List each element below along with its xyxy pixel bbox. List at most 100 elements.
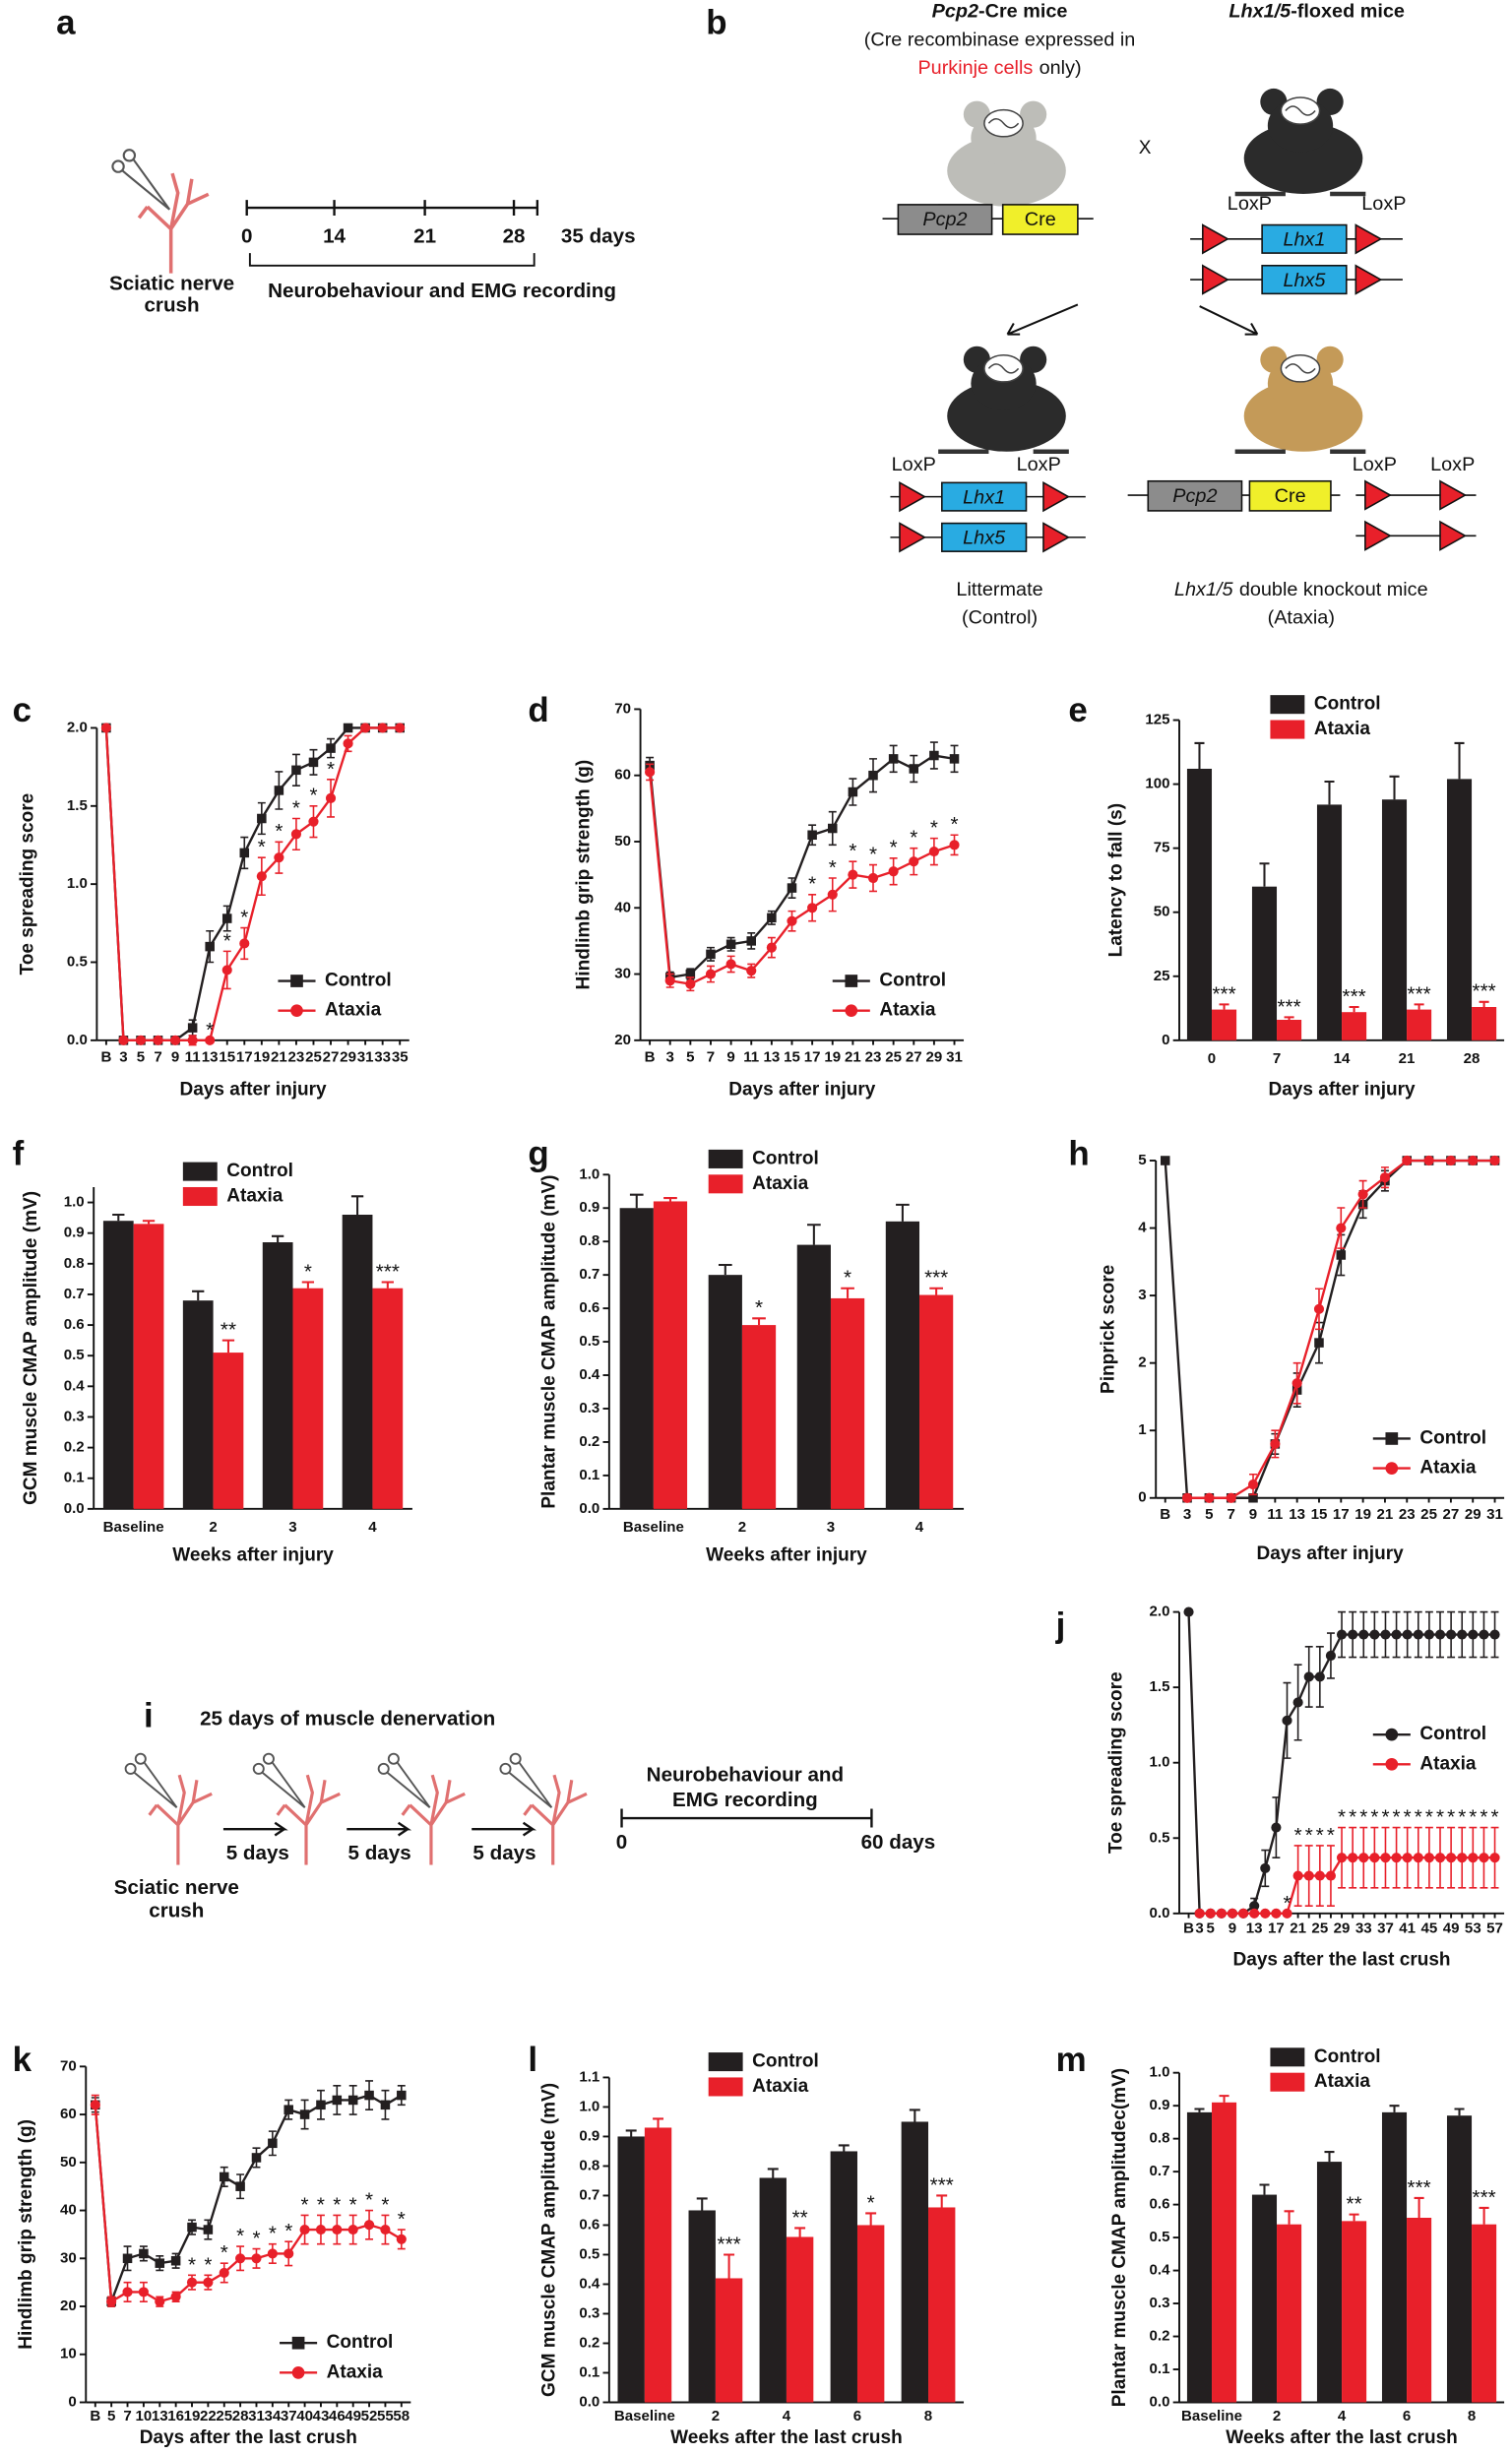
timeline (620, 1808, 873, 1828)
marker (1479, 1853, 1489, 1863)
y-axis-label: Toe spreading score (1106, 1671, 1127, 1854)
x-tick-label: 2 (209, 1519, 217, 1536)
significance: * (1349, 1805, 1356, 1828)
y-axis-label: Toe spreading score (18, 793, 38, 976)
x-tick-label: 14 (1334, 1050, 1351, 1067)
bar (182, 1300, 214, 1509)
y-tick-label: 50 (60, 2154, 77, 2171)
marker (1434, 1629, 1446, 1640)
panel-label: h (1068, 1134, 1089, 1172)
bar (1316, 2162, 1343, 2403)
x-tick-label: 9 (1228, 1920, 1236, 1937)
marker (929, 750, 939, 761)
x-tick-label: 41 (1399, 1920, 1416, 1937)
y-tick-label: 30 (614, 966, 631, 982)
significance: * (223, 929, 231, 952)
x-tick-label: 21 (845, 1048, 861, 1065)
marker (645, 767, 656, 778)
y-tick-label: 0.5 (579, 2245, 599, 2262)
panel-label: c (13, 691, 32, 729)
y-tick-label: 0.1 (64, 1470, 85, 1486)
marker (90, 2100, 100, 2110)
mouse (938, 101, 1069, 207)
y-tick-label: 1.5 (67, 797, 88, 814)
x-tick-label: 33 (374, 1048, 391, 1065)
note: (Cre recombinase expressed in (864, 30, 1136, 51)
bar (928, 2207, 956, 2403)
legend-swatch (1270, 720, 1305, 739)
legend-marker (845, 1004, 858, 1018)
legend-label: Ataxia (752, 2076, 809, 2097)
marker (1423, 1155, 1434, 1166)
nerve-icon (123, 1752, 214, 1865)
marker (949, 840, 960, 850)
y-tick-label: 0 (1162, 1032, 1169, 1048)
x-tick-label: 40 (296, 2408, 313, 2424)
marker (291, 765, 301, 776)
y-tick-label: 40 (60, 2202, 77, 2219)
y-tick-label: 70 (614, 700, 631, 717)
x-tick-label: 5 (1207, 1920, 1215, 1937)
x-tick-label: 9 (726, 1048, 734, 1065)
x-tick-label: 33 (1355, 1920, 1372, 1937)
marker (380, 2224, 391, 2235)
x-tick-label: 21 (1399, 1050, 1416, 1067)
legend-label: Control (1419, 1724, 1486, 1744)
marker (787, 915, 797, 926)
y-tick-label: 1.0 (1150, 2064, 1170, 2081)
marker (343, 723, 353, 733)
marker (326, 743, 336, 753)
gene-name: Pcp2 (932, 1, 978, 23)
crush-label: Sciatic nerve (109, 272, 234, 294)
legend-marker (291, 2336, 305, 2350)
significance: *** (718, 2233, 741, 2255)
series-line (648, 754, 955, 979)
x-tick-label: 16 (167, 2408, 184, 2424)
x-tick-label: 23 (288, 1048, 305, 1065)
marker (308, 757, 319, 768)
x-axis-label: Days after injury (1257, 1543, 1405, 1564)
marker (139, 2248, 149, 2259)
marker (1380, 1853, 1391, 1863)
x-tick-label: 11 (185, 1048, 201, 1065)
bar (1251, 886, 1278, 1040)
significance: * (1436, 1805, 1444, 1828)
gene-label: Lhx1 (1283, 229, 1325, 251)
marker (1336, 1250, 1347, 1260)
y-tick-label: 0.8 (579, 1232, 599, 1249)
x-axis-label: Days after the last crush (1233, 1949, 1451, 1970)
y-axis-label: Hindlimb grip strength (g) (573, 760, 594, 990)
legend-marker (1385, 1462, 1399, 1475)
legend-label: Ataxia (1419, 1753, 1477, 1774)
x-axis-label: Days after injury (728, 1080, 876, 1101)
marker (949, 754, 960, 764)
x-tick-label: 13 (1246, 1920, 1263, 1937)
marker (909, 856, 919, 867)
panel-label: k (13, 2041, 32, 2079)
significance: *** (924, 1267, 948, 1290)
x-tick-label: 21 (1290, 1920, 1306, 1937)
x-tick-label: 34 (264, 2408, 281, 2424)
error-bar (1284, 1016, 1294, 1021)
x-tick-label: 2 (712, 2408, 720, 2424)
construct: LoxP LoxP Lhx1 Lhx5 (1190, 193, 1406, 295)
marker (1226, 1492, 1236, 1503)
marker (299, 2224, 310, 2235)
y-tick-label: 0.5 (1150, 1829, 1170, 1846)
bar (1381, 2111, 1408, 2403)
marker (1391, 1853, 1402, 1863)
bar (213, 1353, 244, 1509)
error-bar (1194, 2108, 1205, 2112)
marker (170, 1035, 181, 1045)
legend-swatch (708, 1149, 743, 1168)
x-tick-label: 9 (1249, 1506, 1257, 1523)
y-tick-label: 1.0 (579, 1165, 599, 1182)
bar (1186, 2111, 1213, 2403)
error-bar (1414, 1003, 1424, 1010)
marker (251, 2253, 262, 2264)
y-tick-label: 2.0 (67, 719, 88, 735)
x-axis-label: Weeks after injury (706, 1544, 867, 1565)
timeline (245, 200, 539, 217)
marker (1357, 1189, 1368, 1200)
